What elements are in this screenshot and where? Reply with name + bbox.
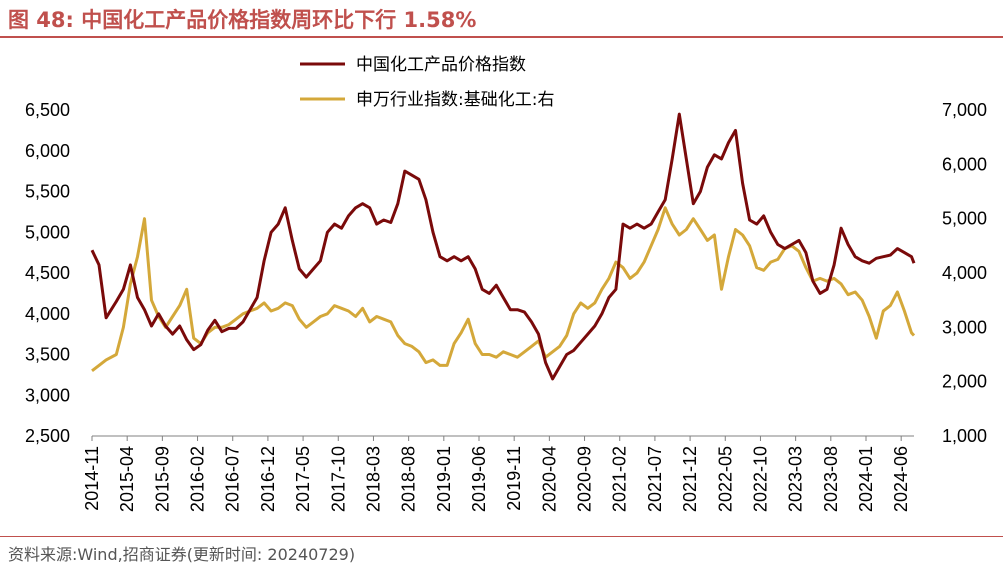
figure-title: 图 48: 中国化工产品价格指数周环比下行 1.58% [8,8,477,32]
y-left-tick-label: 5,500 [25,182,70,202]
x-tick-label: 2020-09 [575,446,595,512]
series-line-1 [90,112,916,381]
x-tick-label: 2021-02 [610,446,630,512]
x-tick-label: 2016-07 [223,446,243,512]
y-right-tick-label: 5,000 [942,209,987,229]
x-tick-label: 2023-08 [821,446,841,512]
x-tick-label: 2020-04 [539,446,559,512]
x-tick-label: 2021-07 [645,446,665,512]
x-tick-label: 2018-03 [363,446,383,512]
x-tick-label: 2018-08 [399,446,419,512]
source-divider [0,536,1003,537]
y-right-tick-label: 4,000 [942,263,987,283]
x-tick-label: 2014-11 [82,446,102,511]
x-tick-label: 2016-12 [258,446,278,512]
x-tick-label: 2021-12 [680,446,700,512]
line-chart: 2014-11 2015-04 2015-09 2016-02 2016-07 2016-… [25,55,987,512]
y-right-tick-label: 1,000 [942,426,987,446]
y-right-tick-label: 2,000 [942,372,987,392]
y-left-tick-label: 5,000 [25,222,70,242]
axes-layer: 2014-11 2015-04 2015-09 2016-02 2016-07 2016-… [25,100,987,512]
x-tick-label: 2022-10 [750,446,770,512]
series-layer [90,112,916,381]
y-left-tick-label: 4,500 [25,263,70,283]
y-left-tick-label: 3,500 [25,345,70,365]
x-tick-label: 2019-11 [504,446,524,511]
x-tick-label: 2024-01 [856,446,876,512]
y-right-tick-label: 6,000 [942,154,987,174]
x-tick-label: 2017-10 [328,446,348,512]
y-left-tick-label: 6,500 [25,100,70,120]
y-right-tick-label: 7,000 [942,100,987,120]
x-tick-label: 2015-09 [152,446,172,512]
x-tick-label: 2016-02 [188,446,208,512]
y-left-tick-label: 3,000 [25,385,70,405]
x-tick-label: 2023-03 [786,446,806,512]
series-line-2 [91,206,916,372]
y-left-tick-label: 6,000 [25,141,70,161]
source-note: 资料来源:Wind,招商证券(更新时间: 20240729) [8,545,356,564]
x-tick-label: 2015-04 [117,446,137,512]
y-right-tick-label: 3,000 [942,317,987,337]
x-tick-label: 2017-05 [293,446,313,512]
y-left-tick-label: 2,500 [25,426,70,446]
title-divider [0,36,1003,38]
x-tick-label: 2022-05 [715,446,735,512]
x-tick-label: 2019-01 [434,446,454,512]
legend-label-2: 申万行业指数:基础化工:右 [356,90,554,110]
y-left-tick-label: 4,000 [25,304,70,324]
x-tick-label: 2019-06 [469,446,489,512]
legend-label-1: 中国化工产品价格指数 [356,55,526,75]
x-tick-label: 2024-06 [891,446,911,512]
